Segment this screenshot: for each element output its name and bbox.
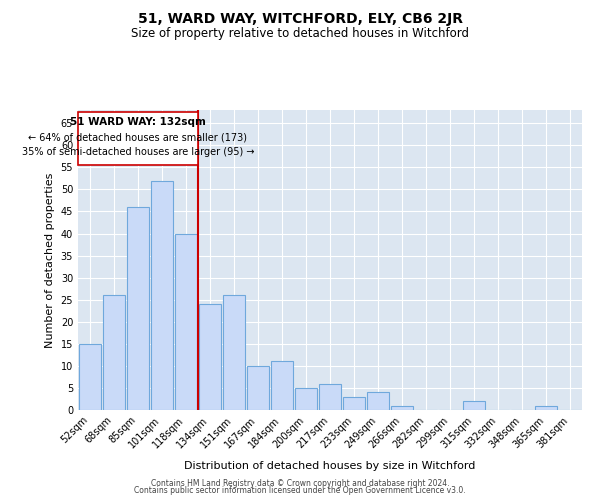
Y-axis label: Number of detached properties: Number of detached properties <box>45 172 55 348</box>
Bar <box>79 344 101 410</box>
Bar <box>127 207 149 410</box>
Text: 51 WARD WAY: 132sqm: 51 WARD WAY: 132sqm <box>70 118 206 128</box>
X-axis label: Distribution of detached houses by size in Witchford: Distribution of detached houses by size … <box>184 461 476 471</box>
Text: Size of property relative to detached houses in Witchford: Size of property relative to detached ho… <box>131 28 469 40</box>
Bar <box>271 362 293 410</box>
Bar <box>223 296 245 410</box>
Bar <box>175 234 197 410</box>
Text: ← 64% of detached houses are smaller (173): ← 64% of detached houses are smaller (17… <box>29 132 248 142</box>
Bar <box>103 296 125 410</box>
Bar <box>151 180 173 410</box>
Text: 51, WARD WAY, WITCHFORD, ELY, CB6 2JR: 51, WARD WAY, WITCHFORD, ELY, CB6 2JR <box>137 12 463 26</box>
Bar <box>391 406 413 410</box>
Bar <box>367 392 389 410</box>
Bar <box>535 406 557 410</box>
Text: 35% of semi-detached houses are larger (95) →: 35% of semi-detached houses are larger (… <box>22 148 254 158</box>
Bar <box>247 366 269 410</box>
Text: Contains HM Land Registry data © Crown copyright and database right 2024.: Contains HM Land Registry data © Crown c… <box>151 478 449 488</box>
Bar <box>343 397 365 410</box>
Bar <box>463 401 485 410</box>
Bar <box>199 304 221 410</box>
Bar <box>295 388 317 410</box>
FancyBboxPatch shape <box>78 112 198 165</box>
Bar <box>319 384 341 410</box>
Text: Contains public sector information licensed under the Open Government Licence v3: Contains public sector information licen… <box>134 486 466 495</box>
